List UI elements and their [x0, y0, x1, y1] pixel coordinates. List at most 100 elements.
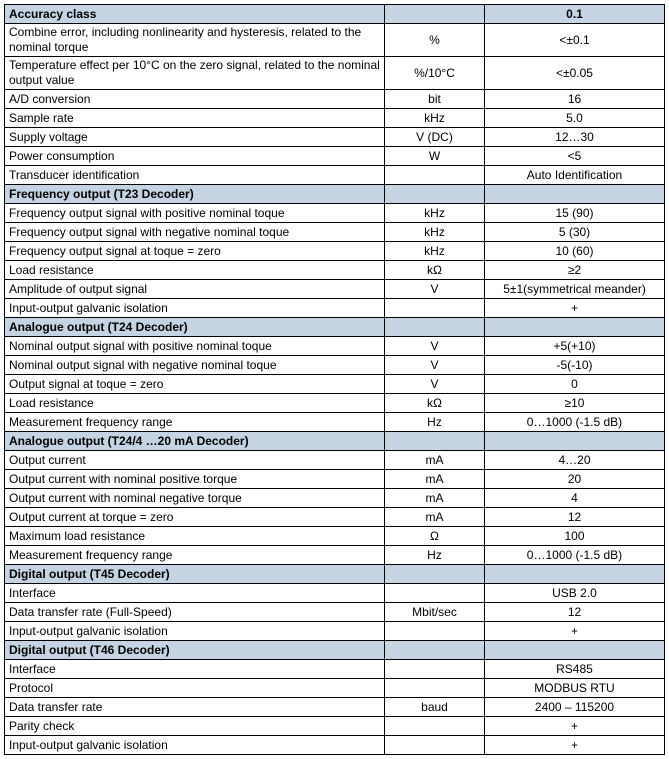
- value-cell: 5±1(symmetrical meander): [485, 280, 665, 299]
- value-cell: 12…30: [485, 128, 665, 147]
- table-row: Measurement frequency rangeHz0…1000 (-1.…: [5, 546, 665, 565]
- param-cell: Digital output (T46 Decoder): [5, 641, 385, 660]
- unit-cell: V: [385, 375, 485, 394]
- param-cell: Input-output galvanic isolation: [5, 622, 385, 641]
- unit-cell: [385, 185, 485, 204]
- value-cell: +: [485, 299, 665, 318]
- table-row: InterfaceRS485: [5, 660, 665, 679]
- param-cell: Maximum load resistance: [5, 527, 385, 546]
- param-cell: Frequency output signal with negative no…: [5, 223, 385, 242]
- param-cell: A/D conversion: [5, 90, 385, 109]
- value-cell: ≥2: [485, 261, 665, 280]
- table-row: Protocol MODBUS RTU: [5, 679, 665, 698]
- unit-cell: [385, 565, 485, 584]
- param-cell: Load resistance: [5, 261, 385, 280]
- table-row: Output current with nominal negative tor…: [5, 489, 665, 508]
- param-cell: Analogue output (T24/4 …20 mA Decoder): [5, 432, 385, 451]
- param-cell: Frequency output signal with positive no…: [5, 204, 385, 223]
- table-row: A/D conversionbit16: [5, 90, 665, 109]
- table-row: Digital output (T46 Decoder): [5, 641, 665, 660]
- param-cell: Parity check: [5, 717, 385, 736]
- table-row: Load resistancekΩ≥2: [5, 261, 665, 280]
- unit-cell: baud: [385, 698, 485, 717]
- value-cell: [485, 641, 665, 660]
- table-row: InterfaceUSB 2.0: [5, 584, 665, 603]
- unit-cell: Hz: [385, 413, 485, 432]
- unit-cell: V: [385, 280, 485, 299]
- table-row: Nominal output signal with negative nomi…: [5, 356, 665, 375]
- unit-cell: [385, 736, 485, 755]
- value-cell: [485, 432, 665, 451]
- table-row: Input-output galvanic isolation+: [5, 736, 665, 755]
- value-cell: 15 (90): [485, 204, 665, 223]
- value-cell: <±0.05: [485, 57, 665, 90]
- table-row: Frequency output signal with negative no…: [5, 223, 665, 242]
- table-row: Nominal output signal with positive nomi…: [5, 337, 665, 356]
- table-row: Power consumptionW<5: [5, 147, 665, 166]
- unit-cell: bit: [385, 90, 485, 109]
- param-cell: Protocol: [5, 679, 385, 698]
- table-row: Maximum load resistanceΩ100: [5, 527, 665, 546]
- unit-cell: kΩ: [385, 261, 485, 280]
- param-cell: Nominal output signal with positive nomi…: [5, 337, 385, 356]
- param-cell: Supply voltage: [5, 128, 385, 147]
- unit-cell: kHz: [385, 109, 485, 128]
- table-row: Accuracy class0.1: [5, 5, 665, 24]
- param-cell: Measurement frequency range: [5, 546, 385, 565]
- table-row: Temperature effect per 10°C on the zero …: [5, 57, 665, 90]
- table-row: Sample ratekHz5.0: [5, 109, 665, 128]
- unit-cell: V: [385, 337, 485, 356]
- unit-cell: mA: [385, 470, 485, 489]
- unit-cell: [385, 5, 485, 24]
- param-cell: Sample rate: [5, 109, 385, 128]
- unit-cell: [385, 166, 485, 185]
- unit-cell: V (DC): [385, 128, 485, 147]
- table-row: Input-output galvanic isolation +: [5, 299, 665, 318]
- param-cell: Analogue output (T24 Decoder): [5, 318, 385, 337]
- value-cell: 12: [485, 508, 665, 527]
- table-row: Digital output (T45 Decoder): [5, 565, 665, 584]
- unit-cell: kHz: [385, 204, 485, 223]
- unit-cell: Hz: [385, 546, 485, 565]
- param-cell: Input-output galvanic isolation: [5, 299, 385, 318]
- unit-cell: mA: [385, 451, 485, 470]
- value-cell: [485, 318, 665, 337]
- value-cell: 4…20: [485, 451, 665, 470]
- param-cell: Transducer identification: [5, 166, 385, 185]
- value-cell: 16: [485, 90, 665, 109]
- table-row: Data transfer ratebaud2400 – 115200: [5, 698, 665, 717]
- spec-table: Accuracy class0.1Combine error, includin…: [4, 4, 665, 755]
- value-cell: -5(-10): [485, 356, 665, 375]
- param-cell: Power consumption: [5, 147, 385, 166]
- unit-cell: kΩ: [385, 394, 485, 413]
- value-cell: +: [485, 717, 665, 736]
- value-cell: MODBUS RTU: [485, 679, 665, 698]
- value-cell: 0.1: [485, 5, 665, 24]
- param-cell: Output current with nominal positive tor…: [5, 470, 385, 489]
- param-cell: Load resistance: [5, 394, 385, 413]
- unit-cell: %: [385, 24, 485, 57]
- param-cell: Frequency output (T23 Decoder): [5, 185, 385, 204]
- param-cell: Nominal output signal with negative nomi…: [5, 356, 385, 375]
- unit-cell: Ω: [385, 527, 485, 546]
- value-cell: 100: [485, 527, 665, 546]
- value-cell: +: [485, 736, 665, 755]
- value-cell: USB 2.0: [485, 584, 665, 603]
- unit-cell: mA: [385, 489, 485, 508]
- unit-cell: V: [385, 356, 485, 375]
- unit-cell: kHz: [385, 242, 485, 261]
- param-cell: Temperature effect per 10°C on the zero …: [5, 57, 385, 90]
- table-row: Measurement frequency rangeHz0…1000 (-1.…: [5, 413, 665, 432]
- unit-cell: [385, 622, 485, 641]
- table-row: Output signal at toque = zeroV0: [5, 375, 665, 394]
- unit-cell: [385, 432, 485, 451]
- param-cell: Measurement frequency range: [5, 413, 385, 432]
- value-cell: +5(+10): [485, 337, 665, 356]
- value-cell: [485, 185, 665, 204]
- value-cell: 2400 – 115200: [485, 698, 665, 717]
- unit-cell: [385, 318, 485, 337]
- unit-cell: [385, 641, 485, 660]
- value-cell: 0: [485, 375, 665, 394]
- param-cell: Output current with nominal negative tor…: [5, 489, 385, 508]
- value-cell: ≥10: [485, 394, 665, 413]
